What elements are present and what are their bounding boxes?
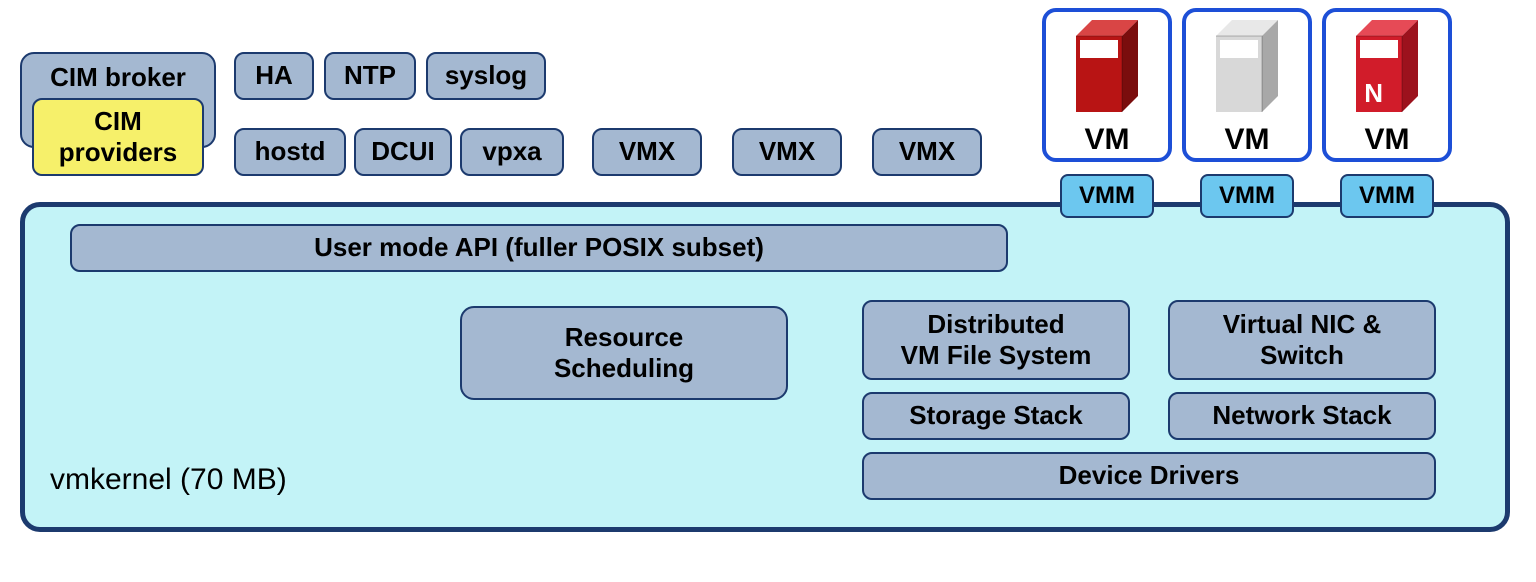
network-stack: Network Stack xyxy=(1168,392,1436,440)
vm-file-system-label: Distributed VM File System xyxy=(901,309,1092,371)
vmx2: VMX xyxy=(732,128,842,176)
dcui: DCUI xyxy=(354,128,452,176)
network-stack-label: Network Stack xyxy=(1212,400,1391,431)
vmkernel-label-label: vmkernel (70 MB) xyxy=(50,462,287,498)
vmx3-label: VMX xyxy=(899,136,955,167)
vmx1: VMX xyxy=(592,128,702,176)
os-box-2 xyxy=(1216,20,1278,112)
virtual-nic: Virtual NIC & Switch xyxy=(1168,300,1436,380)
vmm1: VMM xyxy=(1060,174,1154,218)
os-box-3-icon: N xyxy=(1356,20,1418,112)
device-drivers: Device Drivers xyxy=(862,452,1436,500)
user-mode-api-label: User mode API (fuller POSIX subset) xyxy=(314,232,764,263)
vm2-label-label: VM xyxy=(1225,122,1270,158)
vpxa-label: vpxa xyxy=(482,136,541,167)
vmm3-label: VMM xyxy=(1359,182,1415,211)
vm2-label: VM xyxy=(1182,120,1312,160)
ntp: NTP xyxy=(324,52,416,100)
vmm2-label: VMM xyxy=(1219,182,1275,211)
vm3-label: VM xyxy=(1322,120,1452,160)
cim-broker-label: CIM broker xyxy=(50,62,186,93)
hostd-label: hostd xyxy=(255,136,326,167)
vm1-label: VM xyxy=(1042,120,1172,160)
ha-label: HA xyxy=(255,60,293,91)
vm1-label-label: VM xyxy=(1085,122,1130,158)
user-mode-api: User mode API (fuller POSIX subset) xyxy=(70,224,1008,272)
cim-providers-label: CIM providers xyxy=(59,106,178,168)
storage-stack-label: Storage Stack xyxy=(909,400,1082,431)
os-box-3: N xyxy=(1356,20,1418,112)
vmm1-label: VMM xyxy=(1079,182,1135,211)
dcui-label: DCUI xyxy=(371,136,435,167)
svg-text:N: N xyxy=(1364,78,1383,108)
vm3-label-label: VM xyxy=(1365,122,1410,158)
syslog-label: syslog xyxy=(445,60,527,91)
vm-file-system: Distributed VM File System xyxy=(862,300,1130,380)
vmkernel-label: vmkernel (70 MB) xyxy=(50,460,390,500)
virtual-nic-label: Virtual NIC & Switch xyxy=(1223,309,1381,371)
os-box-1-icon xyxy=(1076,20,1138,112)
os-box-1 xyxy=(1076,20,1138,112)
vmm2: VMM xyxy=(1200,174,1294,218)
vmx3: VMX xyxy=(872,128,982,176)
vmm3: VMM xyxy=(1340,174,1434,218)
ha: HA xyxy=(234,52,314,100)
ntp-label: NTP xyxy=(344,60,396,91)
cim-providers: CIM providers xyxy=(32,98,204,176)
os-box-2-icon xyxy=(1216,20,1278,112)
device-drivers-label: Device Drivers xyxy=(1059,460,1240,491)
hostd: hostd xyxy=(234,128,346,176)
syslog: syslog xyxy=(426,52,546,100)
resource-scheduling-label: Resource Scheduling xyxy=(554,322,694,384)
vmx2-label: VMX xyxy=(759,136,815,167)
vmx1-label: VMX xyxy=(619,136,675,167)
resource-scheduling: Resource Scheduling xyxy=(460,306,788,400)
vpxa: vpxa xyxy=(460,128,564,176)
storage-stack: Storage Stack xyxy=(862,392,1130,440)
